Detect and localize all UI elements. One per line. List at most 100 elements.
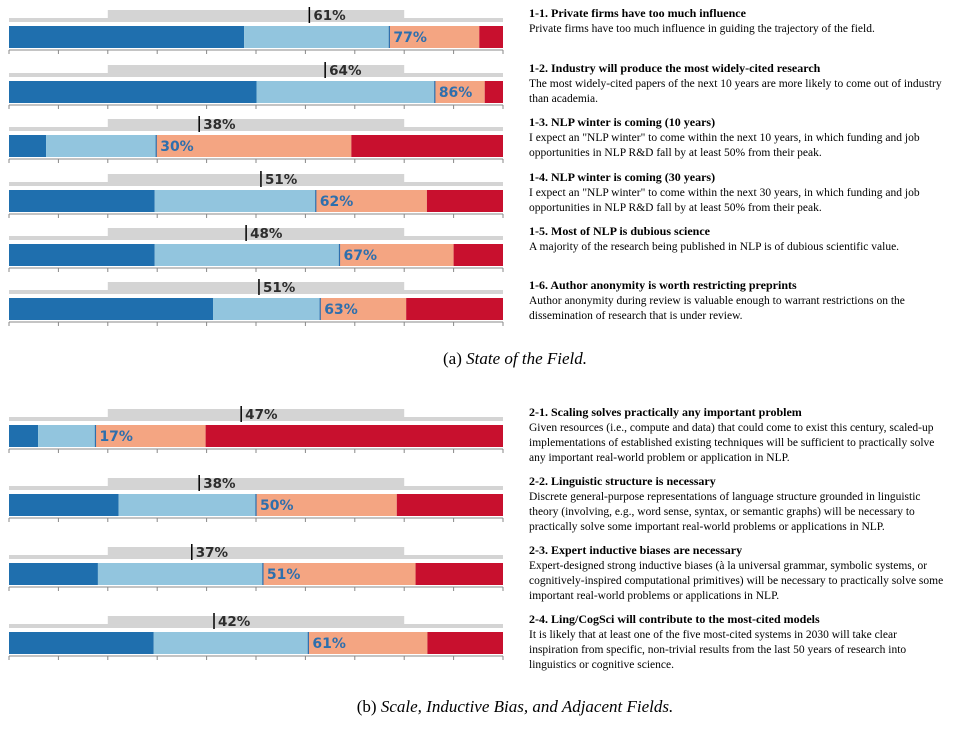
bar-segment-strongly-disagree [484, 81, 503, 103]
caption-title: State of the Field. [466, 349, 587, 368]
question-description: Private firms have too much influence in… [529, 23, 875, 35]
question-title: 2-1. Scaling solves practically any impo… [529, 405, 802, 419]
question-description: Author anonymity during review is valuab… [529, 295, 905, 307]
predicted-percent-label: 51% [265, 172, 298, 188]
agree-percent-label: 86% [439, 85, 473, 101]
question-description: Expert-designed strong inductive biases … [529, 560, 927, 572]
agree-percent-label: 30% [160, 139, 194, 155]
agree-percent-label: 17% [99, 429, 133, 445]
bar-segment-agree [154, 244, 340, 266]
bar-segment-strongly-disagree [453, 244, 503, 266]
agree-percent-label: 63% [324, 302, 358, 318]
agree-percent-label: 77% [393, 30, 427, 46]
question-description: cognitively-inspired computational primi… [529, 575, 943, 587]
bar-segment-strongly-agree [9, 298, 214, 320]
question-description: any important real-world problem or appl… [529, 452, 790, 464]
prediction-range [9, 290, 503, 294]
question-description: linguistics or cognitive science. [529, 659, 674, 671]
question-title: 2-4. Ling/CogSci will contribute to the … [529, 612, 820, 626]
agree-percent-label: 51% [267, 567, 301, 583]
bar-segment-disagree [262, 563, 416, 585]
bar-segment-strongly-disagree [427, 632, 503, 654]
predicted-percent-label: 38% [203, 117, 236, 133]
bar-segment-strongly-disagree [205, 425, 503, 447]
predicted-percent-label: 48% [250, 226, 283, 242]
bar-segment-strongly-agree [9, 244, 155, 266]
predicted-percent-label: 47% [245, 407, 278, 423]
prediction-range [9, 18, 503, 22]
bar-segment-strongly-disagree [406, 298, 503, 320]
question-description: theory (involving, e.g., word sense, syn… [529, 506, 915, 518]
prediction-range [9, 624, 503, 628]
question-title: 2-2. Linguistic structure is necessary [529, 474, 716, 488]
bar-segment-strongly-disagree [351, 135, 503, 157]
question-title: 1-5. Most of NLP is dubious science [529, 224, 711, 238]
prediction-range [9, 182, 503, 186]
predicted-percent-label: 38% [203, 476, 236, 492]
prediction-band [107, 547, 405, 555]
bar-segment-disagree [434, 81, 485, 103]
prediction-range [9, 236, 503, 240]
bar-segment-agree [256, 81, 435, 103]
bar-segment-strongly-disagree [396, 494, 503, 516]
prediction-band [107, 174, 405, 182]
question-description: Discrete general-purpose representations… [529, 491, 921, 503]
agree-percent-label: 50% [260, 498, 294, 514]
bar-segment-strongly-agree [9, 425, 39, 447]
bar-segment-disagree [308, 632, 428, 654]
bar-segment-strongly-agree [9, 190, 155, 212]
bar-segment-strongly-disagree [479, 26, 503, 48]
caption-prefix: (a) [443, 349, 462, 368]
bar-segment-disagree [256, 494, 397, 516]
question-title: 1-6. Author anonymity is worth restricti… [529, 278, 797, 292]
prediction-range [9, 555, 503, 559]
bar-segment-strongly-agree [9, 135, 47, 157]
prediction-range [9, 127, 503, 131]
question-description: I expect an "NLP winter" to come within … [529, 132, 920, 144]
bar-segment-disagree [315, 190, 427, 212]
question-description: Given resources (i.e., compute and data)… [529, 422, 934, 434]
question-description: A majority of the research being publish… [529, 241, 899, 253]
prediction-band [107, 478, 405, 486]
prediction-band [107, 282, 405, 290]
question-description: practically solve some important real-wo… [529, 521, 885, 533]
bar-segment-agree [46, 135, 157, 157]
question-title: 1-2. Industry will produce the most wide… [529, 61, 821, 75]
agree-percent-label: 62% [320, 194, 354, 210]
bar-segment-disagree [339, 244, 454, 266]
prediction-band [107, 228, 405, 236]
question-title: 2-3. Expert inductive biases are necessa… [529, 543, 742, 557]
bar-segment-agree [97, 563, 263, 585]
bar-segment-strongly-agree [9, 81, 257, 103]
bar-segment-agree [213, 298, 321, 320]
agree-percent-label: 67% [343, 248, 377, 264]
question-title: 1-3. NLP winter is coming (10 years) [529, 115, 715, 129]
bar-segment-strongly-agree [9, 563, 98, 585]
prediction-band [107, 616, 405, 624]
bar-segment-agree [38, 425, 96, 447]
question-description: inspiration from specific, non-trivial r… [529, 644, 906, 656]
question-description: important real-world problems or applica… [529, 590, 779, 602]
prediction-band [107, 409, 405, 417]
panel-caption: (b) Scale, Inductive Bias, and Adjacent … [357, 697, 673, 716]
bar-segment-agree [244, 26, 390, 48]
predicted-percent-label: 51% [263, 280, 296, 296]
bar-segment-strongly-agree [9, 494, 119, 516]
prediction-range [9, 486, 503, 490]
question-description: The most widely-cited papers of the next… [529, 78, 942, 90]
predicted-percent-label: 61% [313, 8, 346, 24]
question-description: It is likely that at least one of the fi… [529, 629, 897, 641]
prediction-range [9, 73, 503, 77]
bar-segment-agree [154, 190, 316, 212]
bar-segment-strongly-agree [9, 632, 154, 654]
prediction-range [9, 417, 503, 421]
bar-segment-disagree [95, 425, 206, 447]
question-description: than academia. [529, 93, 598, 105]
question-description: dissemination of research that is under … [529, 310, 743, 322]
bar-segment-agree [153, 632, 309, 654]
caption-prefix: (b) [357, 697, 377, 716]
question-description: opportunities in NLP R&D fall by at leas… [529, 202, 822, 214]
question-description: I expect an "NLP winter" to come within … [529, 187, 920, 199]
prediction-band [107, 119, 405, 127]
